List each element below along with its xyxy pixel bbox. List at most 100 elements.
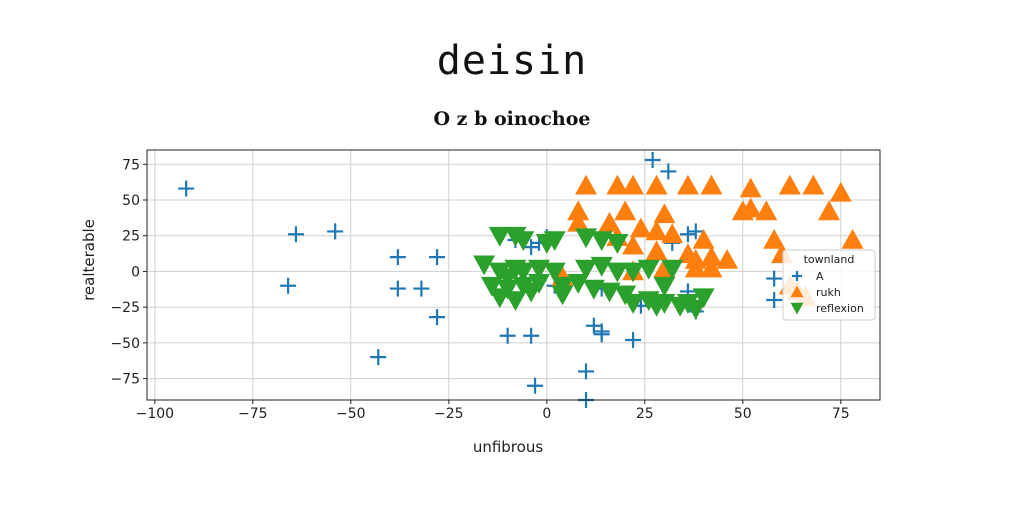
point-rukh — [622, 174, 645, 195]
point-a — [593, 323, 610, 340]
point-reflexion — [645, 296, 668, 317]
x-tick-label: 75 — [832, 406, 850, 422]
point-a — [389, 280, 406, 297]
x-tick-label: −75 — [238, 406, 268, 422]
point-a — [178, 180, 195, 197]
point-reflexion — [622, 294, 645, 314]
point-a — [766, 270, 783, 287]
chart-title: O z b oinochoe — [434, 108, 591, 130]
point-rukh — [802, 174, 825, 195]
point-a — [679, 226, 696, 243]
point-reflexion — [676, 294, 699, 314]
point-a — [578, 363, 595, 380]
x-tick-label: −50 — [336, 406, 366, 422]
legend-label-a: A — [816, 270, 824, 283]
point-reflexion — [606, 234, 629, 254]
x-tick-label: 50 — [734, 406, 752, 422]
x-tick-label: −25 — [434, 406, 464, 422]
point-reflexion — [575, 259, 598, 280]
y-tick-label: 25 — [122, 229, 140, 245]
point-a — [527, 377, 544, 394]
point-rukh — [606, 174, 629, 195]
axis-ticks: −100 −75 −50 −25 0 25 50 75 −75 −50 −25 0 25 50 75 — [110, 157, 849, 422]
legend-marker-rukh — [790, 285, 804, 298]
point-reflexion — [590, 231, 613, 251]
point-rukh — [763, 229, 786, 249]
point-reflexion — [606, 262, 629, 283]
point-rukh — [676, 174, 699, 195]
legend-marker-reflexion — [790, 302, 804, 315]
point-rukh — [653, 203, 676, 224]
point-rukh — [661, 223, 684, 244]
point-rukh — [692, 229, 715, 249]
point-a — [625, 332, 642, 348]
series-reflexion — [473, 226, 715, 320]
x-axis-label: unfibrous — [473, 438, 544, 456]
y-tick-label: −50 — [110, 336, 140, 352]
point-rukh — [645, 220, 668, 241]
point-a — [766, 292, 783, 308]
legend-marker-a — [792, 271, 802, 281]
point-rukh — [841, 229, 864, 249]
point-reflexion — [575, 228, 598, 249]
point-reflexion — [473, 255, 496, 276]
x-tick-label: −100 — [136, 406, 174, 422]
point-reflexion — [496, 268, 519, 289]
point-reflexion — [488, 226, 511, 247]
point-a — [687, 223, 704, 240]
legend-box — [782, 249, 876, 321]
point-rukh — [645, 240, 668, 261]
point-rukh — [818, 200, 841, 221]
point-rukh — [645, 174, 668, 195]
point-reflexion — [598, 282, 621, 303]
point-rukh — [700, 257, 723, 278]
data-points — [178, 152, 864, 408]
point-a — [280, 277, 297, 294]
y-tick-label: 0 — [131, 264, 140, 280]
point-reflexion — [582, 279, 605, 300]
point-reflexion — [567, 274, 590, 294]
point-reflexion — [527, 259, 550, 280]
y-tick-label: −75 — [110, 372, 140, 388]
point-a — [413, 280, 430, 297]
point-a — [389, 249, 406, 266]
point-reflexion — [543, 231, 566, 251]
point-rukh — [700, 246, 723, 266]
point-a — [660, 163, 677, 180]
point-rukh — [614, 200, 637, 221]
point-rukh — [598, 211, 621, 232]
y-tick-label: 75 — [122, 157, 140, 173]
point-reflexion — [488, 288, 511, 309]
point-reflexion — [692, 288, 715, 309]
point-reflexion — [653, 276, 676, 297]
point-rukh — [739, 197, 762, 218]
point-a — [287, 226, 304, 243]
point-a — [523, 327, 540, 344]
y-tick-label: −25 — [110, 300, 140, 316]
point-rukh — [629, 217, 652, 238]
point-a — [429, 309, 446, 326]
legend-label-rukh: rukh — [816, 286, 841, 299]
point-rukh — [739, 177, 762, 198]
plot-frame — [146, 149, 881, 401]
point-rukh — [622, 234, 645, 255]
point-rukh — [567, 211, 590, 232]
point-reflexion — [512, 231, 535, 251]
point-rukh — [684, 249, 707, 269]
point-reflexion — [504, 291, 527, 311]
point-reflexion — [512, 262, 535, 283]
point-a — [429, 249, 446, 266]
legend-title: townland — [804, 253, 855, 266]
y-tick-label: 50 — [122, 193, 140, 209]
legend-label-reflexion: reflexion — [816, 302, 864, 315]
point-a — [370, 349, 387, 366]
point-reflexion — [551, 285, 574, 306]
figure-title: deisin — [436, 38, 588, 84]
point-rukh — [755, 200, 778, 221]
point-reflexion — [637, 259, 660, 280]
point-reflexion — [520, 282, 543, 303]
point-rukh — [778, 174, 801, 195]
